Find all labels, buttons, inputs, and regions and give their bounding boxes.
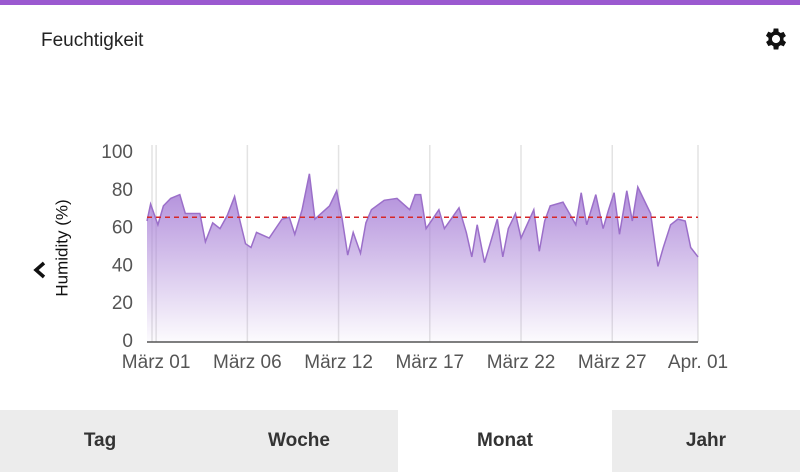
x-tick-label: März 22 bbox=[487, 352, 556, 373]
x-tick-label: März 27 bbox=[578, 352, 647, 373]
x-tick-label: März 01 bbox=[122, 352, 191, 373]
y-tick-label: 80 bbox=[112, 180, 133, 201]
x-tick-label: März 17 bbox=[395, 352, 464, 373]
top-bar bbox=[0, 0, 800, 5]
settings-icon[interactable] bbox=[762, 25, 790, 53]
tab[interactable]: Jahr bbox=[612, 410, 800, 472]
y-tick-label: 20 bbox=[112, 293, 133, 314]
y-tick-label: 0 bbox=[122, 331, 133, 352]
back-chevron[interactable] bbox=[33, 261, 46, 279]
chart: Humidity (%) März 01 März 06 März 12 März 1… bbox=[33, 142, 728, 373]
x-tick-label: März 12 bbox=[304, 352, 373, 373]
area-fill bbox=[147, 173, 698, 342]
widget-title: Feuchtigkeit bbox=[41, 30, 144, 51]
y-tick-label: 60 bbox=[112, 218, 133, 239]
x-tick-label: März 06 bbox=[213, 352, 282, 373]
y-axis-label: Humidity (%) bbox=[52, 199, 71, 296]
tab[interactable]: Woche bbox=[200, 410, 398, 472]
y-tick-label: 40 bbox=[112, 255, 133, 276]
tab[interactable]: Tag bbox=[0, 410, 200, 472]
tab-active[interactable]: Monat bbox=[398, 410, 612, 472]
area-line bbox=[146, 173, 699, 267]
y-tick-label: 100 bbox=[101, 142, 133, 163]
x-tick-label: Apr. 01 bbox=[668, 352, 728, 373]
